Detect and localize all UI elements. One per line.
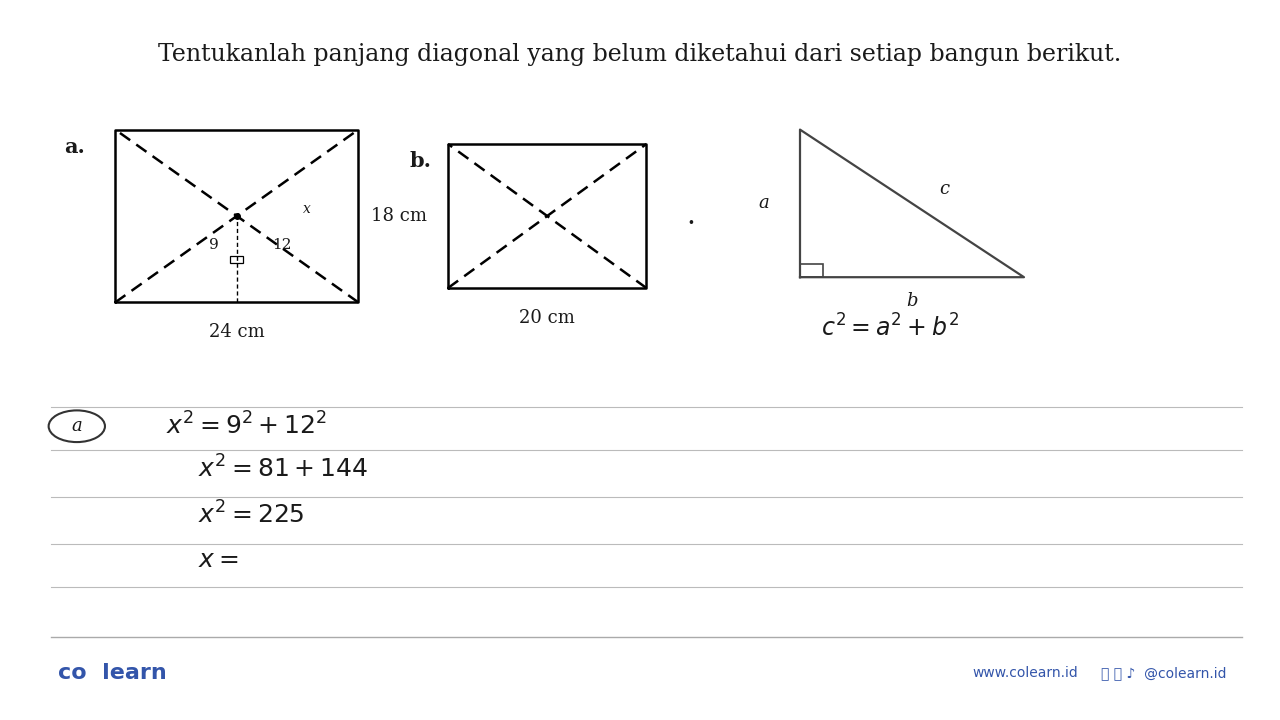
Text: $x^2 = 81 + 144$: $x^2 = 81 + 144$	[198, 456, 369, 483]
Text: 24 cm: 24 cm	[209, 323, 265, 341]
Text: Ⓕ ⓞ ♪  @colearn.id: Ⓕ ⓞ ♪ @colearn.id	[1101, 666, 1226, 680]
Text: c: c	[940, 180, 948, 198]
Bar	[230, 256, 243, 263]
Text: b.: b.	[410, 151, 431, 171]
Text: co  learn: co learn	[58, 663, 166, 683]
Text: b: b	[906, 292, 918, 310]
Text: $x = $: $x = $	[198, 549, 239, 572]
Bar	[800, 264, 823, 277]
Text: $c^2 = a^2 + b^2$: $c^2 = a^2 + b^2$	[820, 314, 959, 341]
Text: 12: 12	[271, 238, 292, 252]
Text: $x^2 = 225$: $x^2 = 225$	[198, 501, 305, 528]
Text: a: a	[759, 194, 769, 212]
Text: a: a	[72, 418, 82, 435]
Text: x: x	[303, 202, 311, 216]
Text: .: .	[687, 202, 695, 230]
Text: 9: 9	[209, 238, 219, 252]
Text: a.: a.	[64, 137, 84, 157]
Text: www.colearn.id: www.colearn.id	[973, 666, 1079, 680]
Text: Tentukanlah panjang diagonal yang belum diketahui dari setiap bangun berikut.: Tentukanlah panjang diagonal yang belum …	[159, 42, 1121, 66]
Text: $x^2 = 9^2 + 12^2$: $x^2 = 9^2 + 12^2$	[166, 413, 328, 440]
Text: 18 cm: 18 cm	[371, 207, 428, 225]
Text: 20 cm: 20 cm	[520, 309, 575, 327]
